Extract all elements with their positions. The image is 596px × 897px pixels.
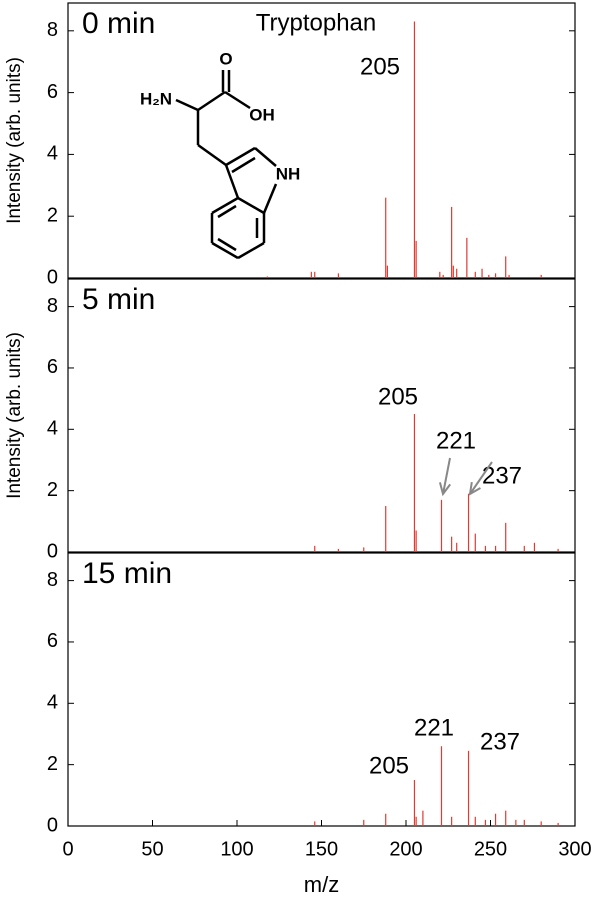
x-tick-label: 100	[220, 838, 253, 860]
bond	[224, 90, 251, 110]
plot-frame	[67, 552, 576, 827]
annotation: 205	[378, 383, 418, 410]
bond	[217, 204, 237, 219]
tryptophan-structure: H₂N O OH NH	[140, 49, 301, 260]
y-tick-label: 2	[47, 753, 58, 775]
y-tick-label: 4	[47, 418, 58, 440]
annotation: 205	[369, 752, 409, 779]
y-tick-label: 2	[47, 479, 58, 501]
plot-frame	[67, 2, 576, 279]
x-tick-label: 300	[558, 838, 591, 860]
y-tick-label: 8	[47, 295, 58, 317]
atom-label: OH	[249, 105, 275, 124]
annotation: 221	[414, 714, 454, 741]
bond	[262, 183, 278, 214]
y-tick-label: 0	[47, 266, 58, 288]
y-tick-label: 0	[47, 540, 58, 562]
annotation: 237	[480, 728, 520, 755]
arrow-head	[468, 481, 481, 496]
annotation: Tryptophan	[256, 9, 377, 36]
bond	[217, 237, 237, 252]
y-tick-label: 6	[47, 356, 58, 378]
bond	[237, 241, 265, 260]
x-tick-label: 50	[141, 838, 163, 860]
annotation: 221	[436, 427, 476, 454]
x-axis-label: m/z	[304, 872, 339, 897]
y-axis-label: Intensity (arb. units)	[4, 332, 25, 499]
panel-label: 0 min	[82, 7, 155, 40]
bond	[254, 147, 277, 167]
y-tick-label: 6	[47, 630, 58, 652]
bond	[237, 196, 265, 215]
y-tick-label: 8	[47, 569, 58, 591]
y-tick-label: 4	[47, 143, 58, 165]
x-tick-label: 200	[389, 838, 422, 860]
bond	[211, 196, 239, 215]
y-axis-label: Intensity (arb. units)	[4, 57, 25, 224]
y-tick-label: 2	[47, 204, 58, 226]
panel-label: 5 min	[82, 283, 155, 316]
atom-label: H₂N	[140, 89, 172, 108]
arrow-head	[438, 482, 451, 497]
bond	[231, 156, 256, 174]
atom-label: O	[219, 49, 232, 68]
arrow	[469, 461, 493, 495]
x-tick-label: 0	[62, 838, 73, 860]
y-tick-label: 8	[47, 19, 58, 41]
y-tick-label: 6	[47, 81, 58, 103]
y-tick-label: 4	[47, 692, 58, 714]
bond	[224, 164, 240, 199]
x-tick-label: 150	[305, 838, 338, 860]
bond	[225, 146, 256, 167]
plot-frame	[67, 278, 576, 553]
arrow	[442, 457, 451, 495]
bond	[197, 143, 227, 167]
atom-label: NH	[276, 164, 301, 183]
panel-label: 15 min	[82, 557, 172, 590]
bond	[175, 98, 199, 112]
x-tick-label: 250	[474, 838, 507, 860]
bond	[197, 90, 226, 112]
y-tick-label: 0	[47, 814, 58, 836]
bond	[211, 241, 239, 260]
annotation: 205	[360, 53, 400, 80]
